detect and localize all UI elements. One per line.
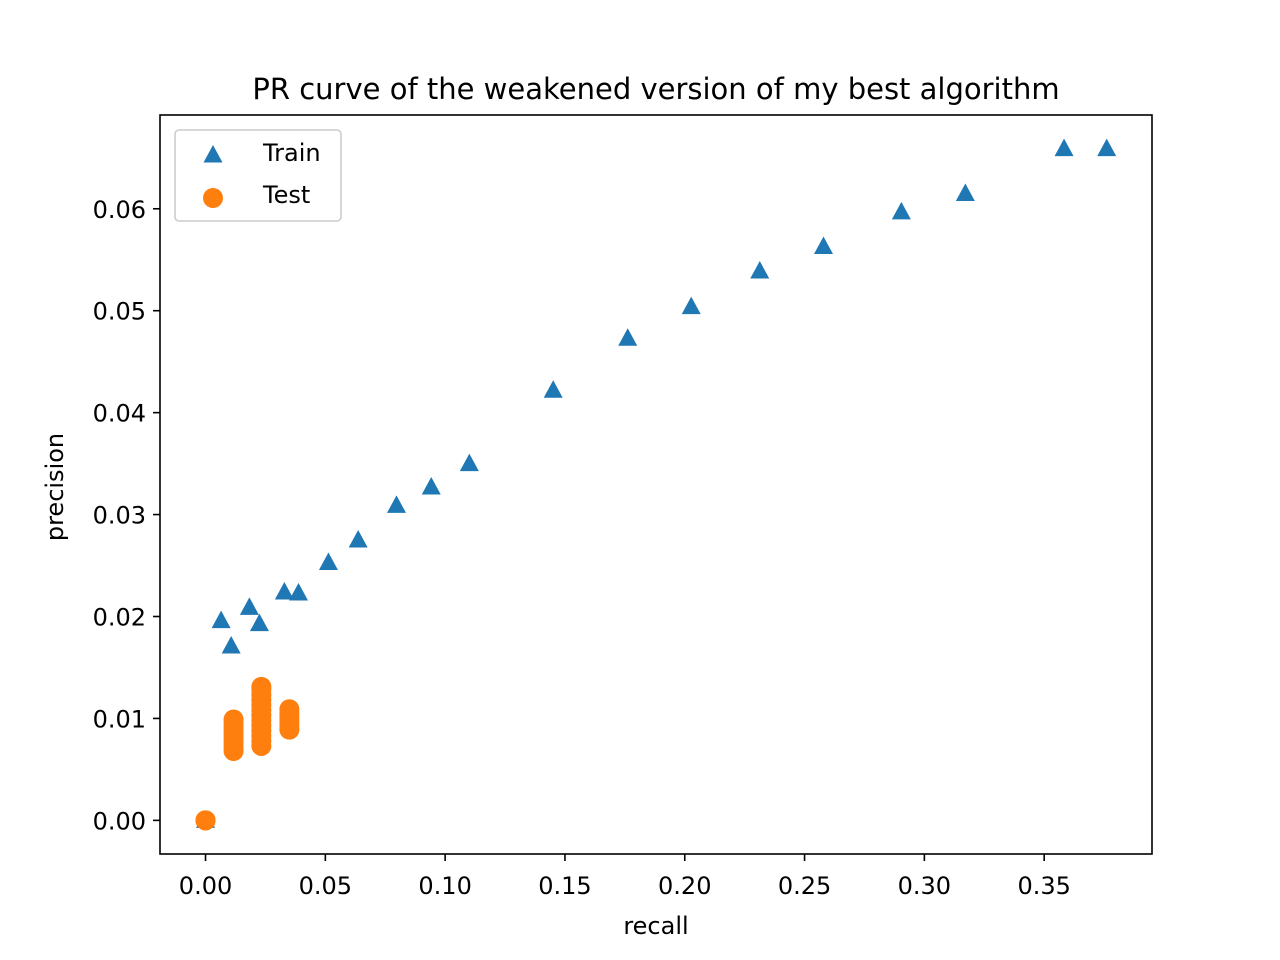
x-axis-label: recall: [623, 912, 688, 940]
x-tick-label: 0.00: [179, 872, 232, 900]
y-tick-label: 0.06: [93, 196, 146, 224]
series-test: [195, 676, 300, 831]
train-point: [955, 183, 975, 201]
y-tick-label: 0.03: [93, 502, 146, 530]
y-tick-label: 0.05: [93, 298, 146, 326]
train-point: [221, 636, 241, 654]
train-point: [318, 552, 338, 570]
train-point: [1054, 138, 1074, 157]
train-point: [288, 583, 308, 601]
train-point: [386, 495, 406, 513]
x-tick-label: 0.20: [658, 872, 711, 900]
x-axis-ticks: 0.00 0.05 0.10 0.15 0.20 0.25 0.30 0.35: [179, 854, 1071, 900]
train-point: [813, 236, 833, 254]
train-point: [543, 380, 563, 398]
train-point: [274, 582, 294, 600]
train-point: [211, 610, 231, 629]
test-point: [279, 699, 300, 720]
legend-train-marker: [203, 145, 223, 163]
legend-test-marker: [203, 188, 223, 208]
test-point: [195, 810, 216, 831]
x-tick-label: 0.10: [418, 872, 471, 900]
y-tick-label: 0.04: [93, 400, 146, 428]
x-tick-label: 0.05: [299, 872, 352, 900]
test-point: [223, 709, 244, 730]
x-tick-label: 0.25: [778, 872, 831, 900]
chart-title: PR curve of the weakened version of my b…: [252, 72, 1059, 106]
legend-label: Train: [262, 139, 321, 167]
train-point: [891, 201, 911, 220]
y-tick-label: 0.00: [93, 807, 146, 835]
test-point: [251, 676, 272, 697]
train-point: [459, 453, 479, 472]
train-point: [618, 328, 638, 346]
train-point: [421, 477, 441, 495]
x-tick-label: 0.15: [538, 872, 591, 900]
legend: Train Test: [174, 129, 342, 222]
data-marks: [195, 138, 1117, 831]
y-tick-label: 0.02: [93, 604, 146, 632]
train-point: [239, 597, 259, 615]
train-point: [681, 296, 701, 315]
train-point: [1097, 138, 1117, 157]
legend-label: Test: [262, 181, 310, 209]
y-tick-label: 0.01: [93, 705, 146, 733]
train-point: [348, 530, 368, 548]
x-tick-label: 0.35: [1017, 872, 1070, 900]
axes-frame: [159, 114, 1153, 855]
train-point: [249, 613, 269, 632]
x-tick-label: 0.30: [898, 872, 951, 900]
train-point: [750, 260, 770, 279]
y-axis-ticks: 0.00 0.01 0.02 0.03 0.04 0.05 0.06: [93, 196, 160, 835]
y-axis-label: precision: [41, 433, 69, 541]
series-train: [196, 138, 1117, 828]
